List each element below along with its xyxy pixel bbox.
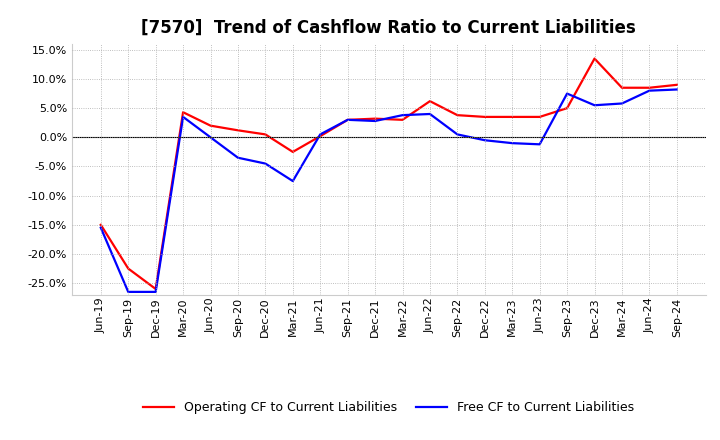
Free CF to Current Liabilities	[96, 225, 105, 231]
Free CF to Current Liabilities	[508, 140, 516, 146]
Free CF to Current Liabilities	[480, 138, 489, 143]
Free CF to Current Liabilities	[426, 111, 434, 117]
Operating CF to Current Liabilities	[672, 82, 681, 88]
Title: [7570]  Trend of Cashflow Ratio to Current Liabilities: [7570] Trend of Cashflow Ratio to Curren…	[141, 19, 636, 37]
Free CF to Current Liabilities	[233, 155, 242, 160]
Operating CF to Current Liabilities	[261, 132, 270, 137]
Free CF to Current Liabilities	[645, 88, 654, 93]
Free CF to Current Liabilities	[371, 118, 379, 124]
Line: Operating CF to Current Liabilities: Operating CF to Current Liabilities	[101, 59, 677, 289]
Operating CF to Current Liabilities	[179, 110, 187, 115]
Free CF to Current Liabilities	[206, 135, 215, 140]
Operating CF to Current Liabilities	[398, 117, 407, 122]
Operating CF to Current Liabilities	[343, 117, 352, 122]
Operating CF to Current Liabilities	[453, 113, 462, 118]
Free CF to Current Liabilities	[343, 117, 352, 122]
Free CF to Current Liabilities	[563, 91, 572, 96]
Free CF to Current Liabilities	[289, 179, 297, 184]
Free CF to Current Liabilities	[124, 289, 132, 294]
Free CF to Current Liabilities	[590, 103, 599, 108]
Operating CF to Current Liabilities	[316, 133, 325, 139]
Legend: Operating CF to Current Liabilities, Free CF to Current Liabilities: Operating CF to Current Liabilities, Fre…	[138, 396, 639, 419]
Operating CF to Current Liabilities	[289, 149, 297, 154]
Operating CF to Current Liabilities	[508, 114, 516, 120]
Free CF to Current Liabilities	[179, 114, 187, 120]
Line: Free CF to Current Liabilities: Free CF to Current Liabilities	[101, 89, 677, 292]
Operating CF to Current Liabilities	[480, 114, 489, 120]
Operating CF to Current Liabilities	[206, 123, 215, 128]
Operating CF to Current Liabilities	[233, 128, 242, 133]
Operating CF to Current Liabilities	[590, 56, 599, 61]
Operating CF to Current Liabilities	[426, 99, 434, 104]
Operating CF to Current Liabilities	[151, 286, 160, 292]
Free CF to Current Liabilities	[398, 113, 407, 118]
Operating CF to Current Liabilities	[618, 85, 626, 90]
Free CF to Current Liabilities	[316, 132, 325, 137]
Operating CF to Current Liabilities	[371, 116, 379, 121]
Free CF to Current Liabilities	[151, 289, 160, 294]
Operating CF to Current Liabilities	[536, 114, 544, 120]
Operating CF to Current Liabilities	[124, 266, 132, 271]
Free CF to Current Liabilities	[453, 132, 462, 137]
Operating CF to Current Liabilities	[96, 222, 105, 227]
Operating CF to Current Liabilities	[645, 85, 654, 90]
Free CF to Current Liabilities	[672, 87, 681, 92]
Free CF to Current Liabilities	[618, 101, 626, 106]
Operating CF to Current Liabilities	[563, 106, 572, 111]
Free CF to Current Liabilities	[261, 161, 270, 166]
Free CF to Current Liabilities	[536, 142, 544, 147]
